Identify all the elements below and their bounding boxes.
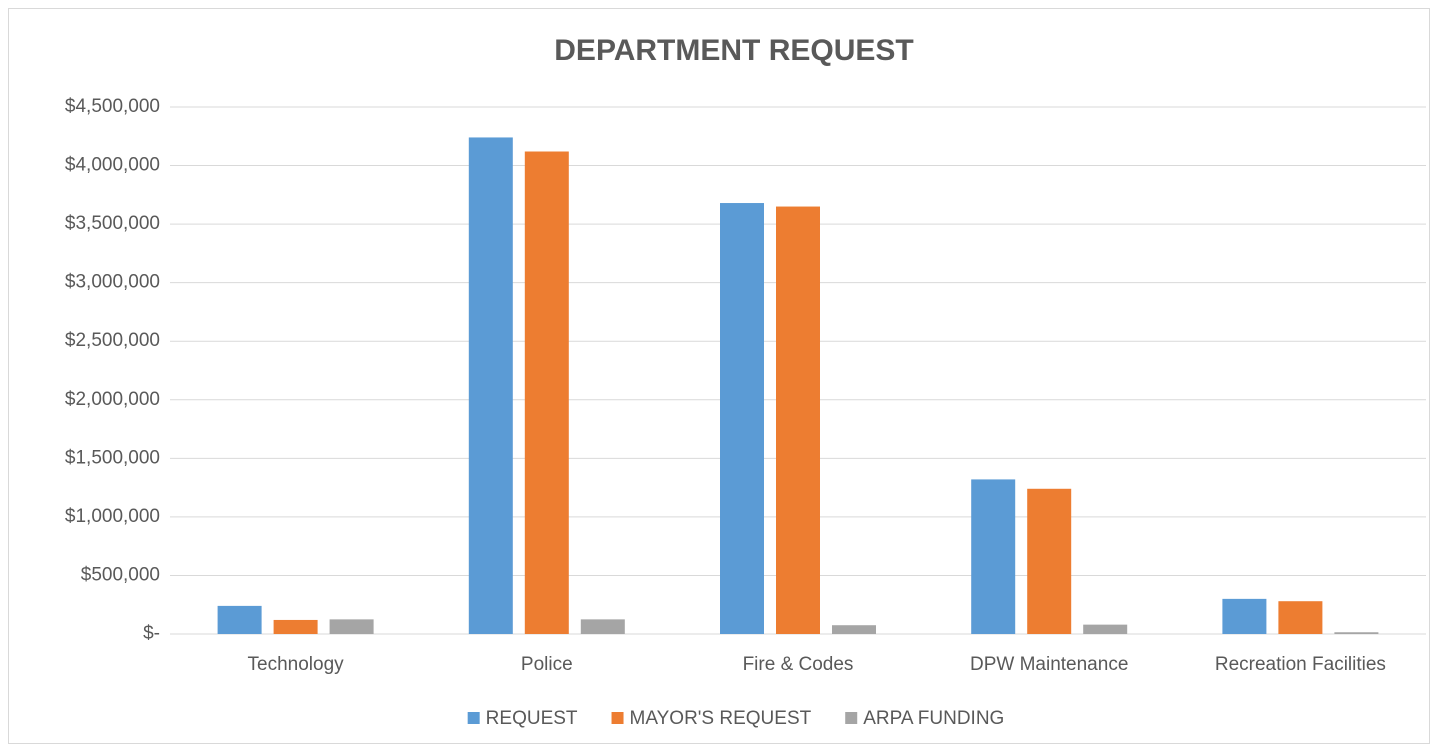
bar bbox=[776, 206, 820, 635]
y-tick-label: $1,000,000 bbox=[65, 506, 160, 527]
x-tick-label: Recreation Facilities bbox=[1215, 654, 1386, 675]
legend-swatch bbox=[845, 712, 858, 724]
legend-label: ARPA FUNDING bbox=[863, 708, 1004, 729]
bar bbox=[1083, 624, 1128, 634]
y-tick-label: $1,500,000 bbox=[65, 447, 160, 468]
chart-title: DEPARTMENT REQUEST bbox=[554, 34, 913, 67]
y-tick-label: $2,500,000 bbox=[65, 330, 160, 351]
bar bbox=[524, 151, 569, 634]
bar bbox=[329, 619, 374, 634]
bar bbox=[1278, 601, 1323, 634]
legend-label: MAYOR'S REQUEST bbox=[630, 708, 812, 729]
y-tick-label: $3,000,000 bbox=[65, 272, 160, 293]
legend-swatch bbox=[467, 712, 480, 724]
y-tick-label: $500,000 bbox=[81, 564, 160, 585]
x-tick-label: DPW Maintenance bbox=[970, 654, 1128, 675]
x-tick-label: Fire & Codes bbox=[743, 654, 854, 675]
bar bbox=[273, 619, 318, 634]
bar bbox=[832, 625, 876, 634]
bar bbox=[720, 203, 764, 634]
bar bbox=[580, 619, 625, 634]
bar bbox=[1334, 632, 1379, 634]
bar bbox=[468, 137, 513, 634]
bar bbox=[1222, 598, 1267, 634]
y-tick-label: $4,000,000 bbox=[65, 155, 160, 176]
y-tick-label: $2,000,000 bbox=[65, 389, 160, 410]
bar bbox=[217, 605, 262, 634]
legend-swatch bbox=[611, 712, 624, 724]
bar bbox=[1027, 488, 1072, 634]
y-tick-label: $3,500,000 bbox=[65, 213, 160, 234]
x-tick-label: Police bbox=[521, 654, 573, 675]
y-tick-label: $- bbox=[143, 623, 160, 644]
y-tick-label: $4,500,000 bbox=[65, 96, 160, 117]
legend-label: REQUEST bbox=[486, 708, 578, 729]
bar bbox=[971, 479, 1016, 634]
x-tick-label: Technology bbox=[248, 654, 345, 675]
